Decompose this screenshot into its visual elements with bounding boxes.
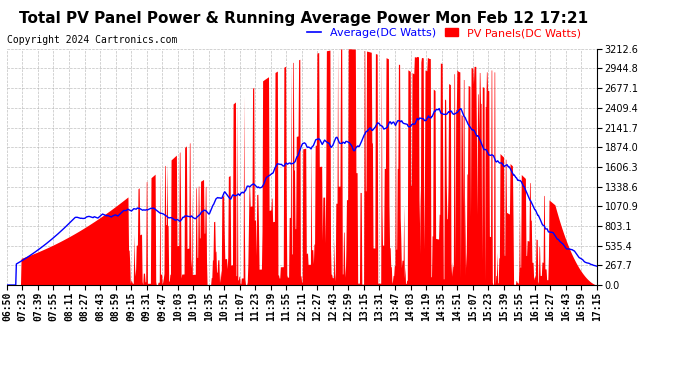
Legend: Average(DC Watts), PV Panels(DC Watts): Average(DC Watts), PV Panels(DC Watts): [303, 24, 585, 42]
Text: Total PV Panel Power & Running Average Power Mon Feb 12 17:21: Total PV Panel Power & Running Average P…: [19, 11, 588, 26]
Text: Copyright 2024 Cartronics.com: Copyright 2024 Cartronics.com: [7, 35, 177, 45]
